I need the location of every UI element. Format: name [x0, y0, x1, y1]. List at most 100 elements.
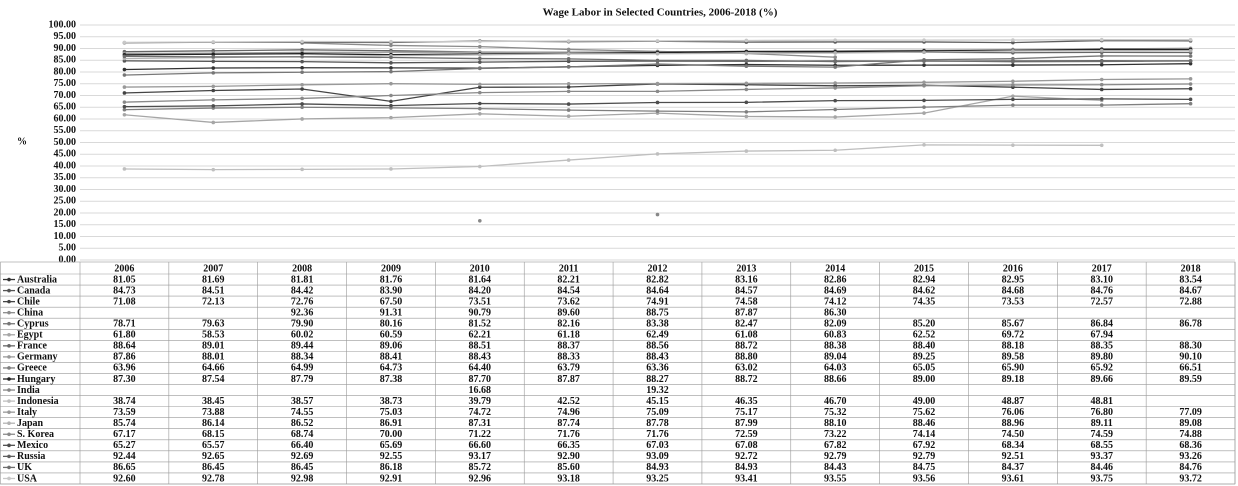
table-value: 73.88: [202, 407, 225, 418]
data-point: [655, 109, 660, 113]
table-value: 68.74: [291, 429, 314, 440]
table-value: 83.90: [380, 285, 403, 296]
legend-marker: [7, 366, 11, 370]
data-point: [744, 110, 749, 114]
table-value: 60.83: [824, 330, 847, 341]
data-point: [566, 65, 571, 69]
data-point: [922, 98, 926, 103]
y-tick-label: 50.00: [54, 137, 77, 148]
data-point: [300, 117, 304, 121]
data-point: [300, 48, 304, 52]
legend-label: Russia: [17, 451, 45, 462]
legend-marker: [7, 299, 11, 304]
data-point: [566, 52, 571, 56]
data-point: [922, 59, 926, 63]
legend-marker: [7, 443, 11, 448]
table-value: 88.41: [380, 352, 403, 363]
data-point: [1188, 61, 1193, 66]
table-value: 89.00: [913, 374, 936, 385]
table-value: 62.21: [469, 330, 492, 341]
table-value: 42.52: [557, 396, 580, 407]
table-value: 81.52: [469, 319, 492, 330]
table-value: 89.25: [913, 352, 936, 363]
legend-label: USA: [17, 473, 38, 484]
x-tick-label: 2015: [914, 263, 934, 274]
table-value: 92.91: [380, 473, 403, 484]
data-point: [1011, 56, 1015, 61]
y-tick-label: 0.00: [59, 254, 77, 265]
x-tick-label: 2010: [470, 263, 490, 274]
data-point: [566, 158, 571, 162]
table-value: 79.63: [202, 319, 225, 330]
table-value: 92.72: [735, 451, 758, 462]
data-point: [211, 40, 216, 44]
table-value: 68.36: [1179, 440, 1202, 451]
table-value: 92.36: [291, 307, 314, 318]
table-value: 89.58: [1002, 352, 1025, 363]
data-point: [1099, 103, 1104, 107]
table-value: 58.53: [202, 330, 225, 341]
table-value: 38.73: [380, 396, 403, 407]
table-value: 89.44: [291, 341, 314, 352]
data-point: [389, 93, 393, 98]
table-value: 84.76: [1090, 285, 1113, 296]
table-value: 93.55: [824, 473, 847, 484]
table-value: 67.50: [380, 296, 403, 307]
table-value: 81.81: [291, 274, 314, 285]
table-value: 88.72: [735, 341, 758, 352]
table-value: 75.03: [380, 407, 403, 418]
data-point: [211, 98, 216, 102]
table-value: 92.79: [824, 451, 847, 462]
table-value: 39.79: [469, 396, 492, 407]
table-value: 66.51: [1179, 363, 1202, 374]
table-value: 72.57: [1090, 296, 1113, 307]
table-value: 85.20: [913, 319, 936, 330]
legend-marker: [7, 388, 11, 392]
data-point: [478, 90, 482, 95]
table-value: 92.78: [202, 473, 225, 484]
data-point: [122, 67, 127, 72]
table-value: 67.17: [113, 429, 136, 440]
data-point: [122, 40, 127, 45]
table-value: 87.99: [735, 418, 758, 429]
table-value: 84.73: [113, 285, 136, 296]
table-value: 74.88: [1179, 429, 1202, 440]
y-tick-label: 30.00: [54, 184, 77, 195]
data-point: [478, 101, 482, 106]
table-value: 84.76: [1179, 462, 1202, 473]
table-value: 84.51: [202, 285, 225, 296]
data-point: [1188, 37, 1193, 42]
table-value: 74.14: [913, 429, 936, 440]
data-point: [211, 66, 216, 70]
table-value: 73.51: [469, 296, 492, 307]
table-value: 84.37: [1002, 462, 1025, 473]
table-value: 74.50: [1002, 429, 1025, 440]
legend-marker: [7, 355, 11, 359]
table-value: 78.71: [113, 319, 136, 330]
table-value: 71.08: [113, 296, 136, 307]
table-value: 74.58: [735, 296, 758, 307]
data-point: [655, 212, 660, 217]
data-point: [300, 51, 304, 56]
data-point: [478, 39, 482, 44]
table-value: 81.64: [469, 274, 492, 285]
table-value: 80.16: [380, 319, 403, 330]
table-value: 88.56: [646, 341, 669, 352]
data-point: [478, 106, 482, 111]
data-point: [1188, 97, 1193, 102]
table-value: 85.67: [1002, 319, 1025, 330]
data-point: [1188, 82, 1193, 86]
data-point: [1188, 77, 1193, 81]
legend-marker: [7, 410, 11, 414]
table-value: 89.11: [1091, 418, 1113, 429]
table-value: 88.96: [1002, 418, 1025, 429]
data-point: [211, 88, 216, 93]
table-value: 74.55: [291, 407, 314, 418]
data-point: [122, 167, 127, 171]
table-value: 85.60: [557, 462, 580, 473]
data-point: [300, 70, 304, 75]
table-value: 64.66: [202, 363, 225, 374]
legend-label: Australia: [17, 274, 57, 285]
table-value: 71.22: [469, 429, 492, 440]
